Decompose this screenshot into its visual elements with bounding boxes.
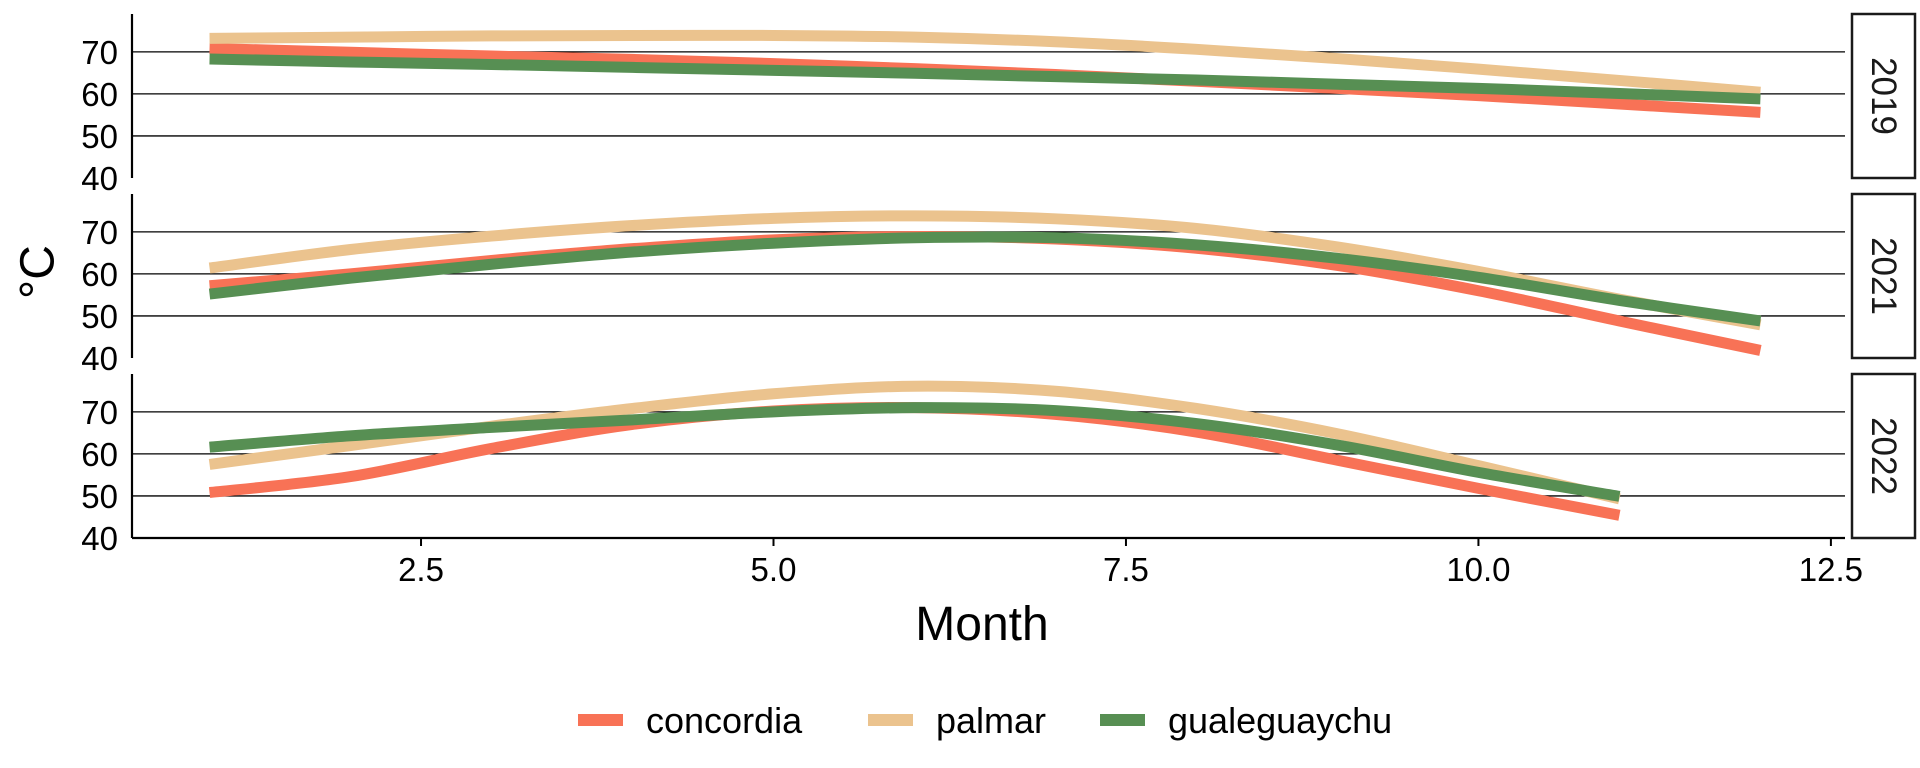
panel-2022: 40 50 60 70 2022 (81, 374, 1915, 557)
x-tick-label: 10.0 (1446, 551, 1510, 588)
facet-strip-label: 2022 (1864, 417, 1903, 495)
y-tick-label: 70 (81, 214, 118, 251)
y-axis-title: °C (12, 245, 65, 299)
legend-label-palmar: palmar (936, 700, 1046, 741)
panel-2019: 40 50 60 70 2019 (81, 14, 1915, 197)
y-tick-label: 50 (81, 118, 118, 155)
legend-label-gualeguaychu: gualeguaychu (1168, 700, 1392, 741)
x-tick-label: 2.5 (398, 551, 444, 588)
series-line-concordia-2021 (210, 236, 1761, 350)
y-tick-label: 60 (81, 436, 118, 473)
x-tick-label: 12.5 (1799, 551, 1863, 588)
y-tick-label: 40 (81, 160, 118, 197)
legend-label-concordia: concordia (646, 700, 803, 741)
panel-2021: 40 50 60 70 2021 (81, 194, 1915, 377)
x-tick-label: 7.5 (1103, 551, 1149, 588)
y-tick-label: 50 (81, 298, 118, 335)
y-tick-label: 70 (81, 394, 118, 431)
legend: concordia palmar gualeguaychu (578, 700, 1392, 741)
x-tick-label: 5.0 (751, 551, 797, 588)
y-tick-label: 40 (81, 520, 118, 557)
y-tick-label: 60 (81, 256, 118, 293)
y-tick-label: 40 (81, 340, 118, 377)
y-tick-label: 60 (81, 76, 118, 113)
x-axis-title: Month (915, 598, 1048, 651)
y-tick-label: 50 (81, 478, 118, 515)
facet-strip-label: 2019 (1864, 57, 1903, 135)
y-tick-label: 70 (81, 34, 118, 71)
facet-strip-label: 2021 (1864, 237, 1903, 315)
series-line-gualeguaychu-2019 (210, 59, 1761, 99)
